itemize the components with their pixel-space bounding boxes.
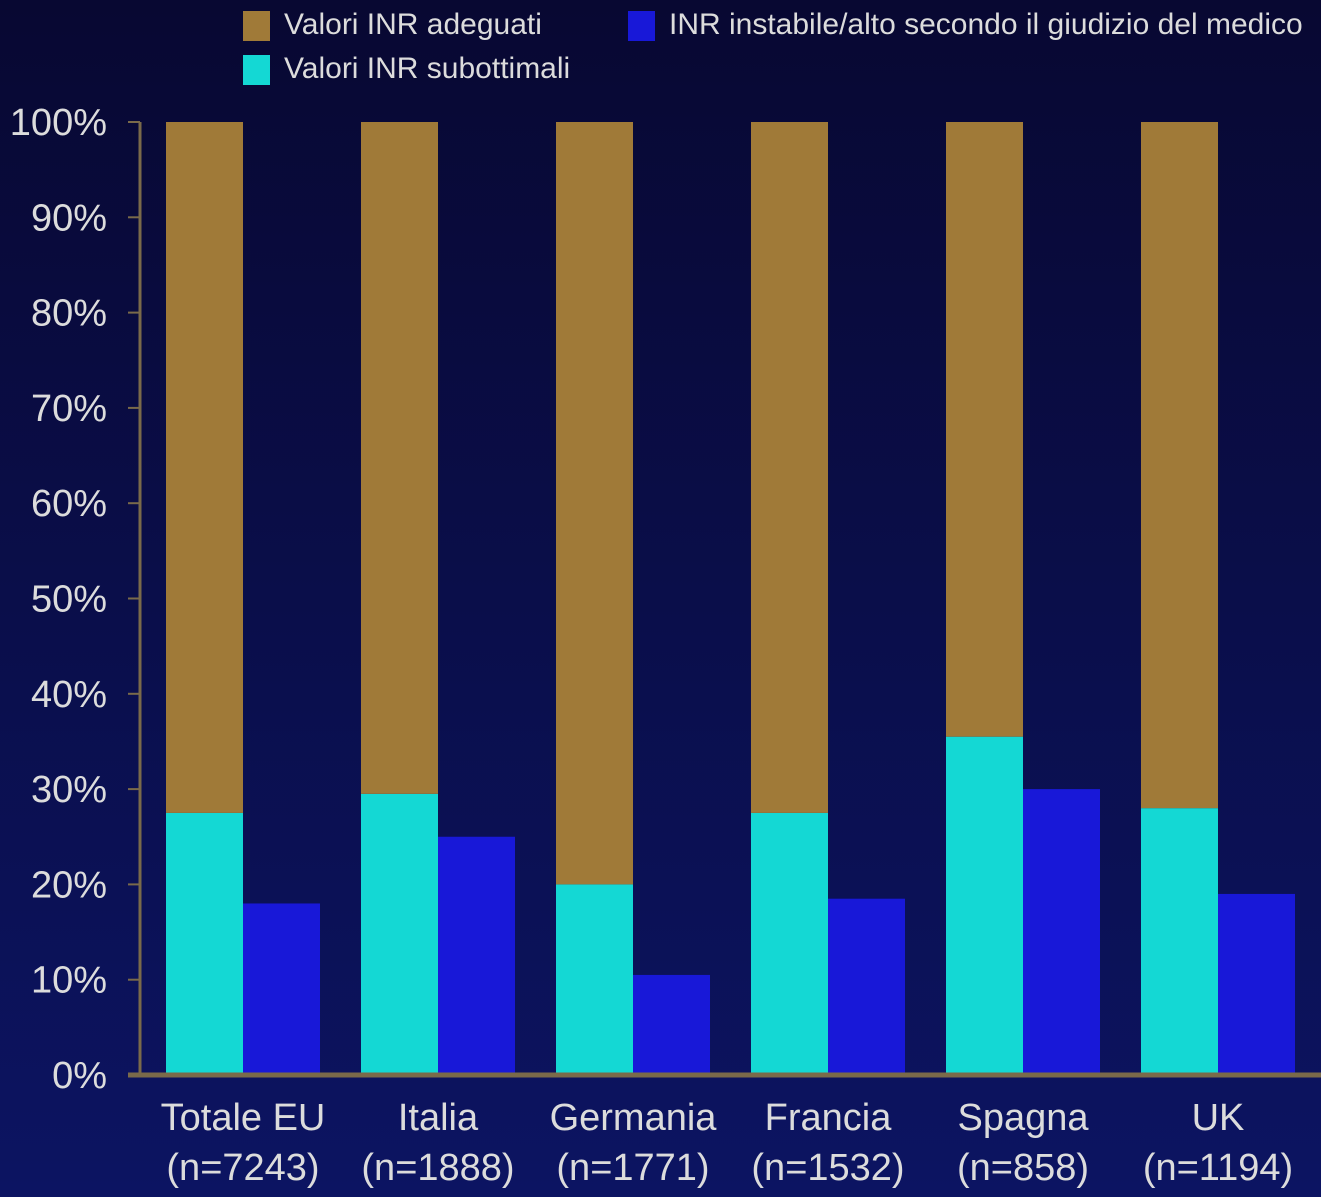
x-tick-note: (n=858): [957, 1147, 1089, 1189]
bar: [1141, 808, 1218, 1075]
x-tick-label: Totale EU: [161, 1097, 326, 1139]
bar: [946, 122, 1023, 737]
y-tick-label: 0%: [52, 1055, 107, 1097]
bar: [166, 812, 243, 1075]
x-tick-note: (n=1771): [556, 1147, 709, 1189]
y-tick-label: 20%: [31, 864, 107, 906]
x-tick-note: (n=1888): [361, 1147, 514, 1189]
y-tick-label: 80%: [31, 293, 107, 335]
bar: [633, 974, 710, 1075]
x-tick-label: UK: [1192, 1097, 1245, 1139]
y-tick-label: 90%: [31, 197, 107, 239]
legend-swatch: [628, 11, 655, 41]
bar: [361, 793, 438, 1075]
x-tick-note: (n=7243): [166, 1147, 319, 1189]
bar: [556, 884, 633, 1075]
y-tick-label: 40%: [31, 674, 107, 716]
legend-label: Valori INR subottimali: [284, 52, 570, 85]
x-tick-label: Spagna: [957, 1097, 1089, 1139]
bar: [828, 898, 905, 1075]
x-tick-note: (n=1194): [1143, 1147, 1293, 1189]
y-tick-label: 60%: [31, 483, 107, 525]
bar: [166, 122, 243, 813]
x-tick-label: Germania: [550, 1097, 718, 1139]
y-tick-label: 70%: [31, 388, 107, 430]
y-tick-label: 10%: [31, 960, 107, 1002]
bar: [1023, 789, 1100, 1075]
bar: [1141, 122, 1218, 809]
bar: [1218, 893, 1295, 1075]
legend-label: Valori INR adeguati: [284, 8, 542, 41]
legend-swatch: [243, 55, 270, 85]
bar: [751, 122, 828, 813]
legend-swatch: [243, 11, 270, 41]
x-tick-label: Italia: [398, 1097, 479, 1139]
legend-label: INR instabile/alto secondo il giudizio d…: [669, 8, 1303, 41]
y-tick-label: 30%: [31, 769, 107, 811]
x-tick-note: (n=1532): [751, 1147, 904, 1189]
y-tick-label: 50%: [31, 579, 107, 621]
y-tick-label: 100%: [10, 102, 107, 144]
bar: [243, 903, 320, 1075]
bar: [946, 736, 1023, 1075]
bar: [556, 122, 633, 885]
x-tick-label: Francia: [765, 1097, 893, 1139]
bar: [361, 122, 438, 794]
bar: [438, 836, 515, 1075]
bar: [751, 812, 828, 1075]
